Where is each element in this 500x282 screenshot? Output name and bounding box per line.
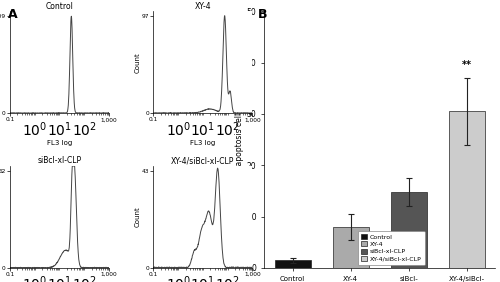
Y-axis label: Count: Count xyxy=(134,207,140,227)
Text: B: B xyxy=(258,8,267,21)
Title: XY-4: XY-4 xyxy=(194,1,211,10)
Title: siBcl-xl-CLP: siBcl-xl-CLP xyxy=(38,156,82,165)
Text: A: A xyxy=(8,8,17,21)
X-axis label: FL3 log: FL3 log xyxy=(190,140,216,146)
Bar xyxy=(448,111,484,268)
Title: XY-4/siBcl-xl-CLP: XY-4/siBcl-xl-CLP xyxy=(171,156,234,165)
Y-axis label: Total apoptosis cells (%): Total apoptosis cells (%) xyxy=(235,93,244,186)
Y-axis label: Count: Count xyxy=(134,52,140,72)
Title: Control: Control xyxy=(46,1,74,10)
Bar xyxy=(274,260,310,268)
Bar xyxy=(332,227,368,268)
Legend: Control, XY-4, siBcl-xl-CLP, XY-4/siBcl-xl-CLP: Control, XY-4, siBcl-xl-CLP, XY-4/siBcl-… xyxy=(358,231,424,265)
Text: **: ** xyxy=(462,60,471,70)
Bar xyxy=(390,192,426,268)
X-axis label: FL3 log: FL3 log xyxy=(47,140,72,146)
